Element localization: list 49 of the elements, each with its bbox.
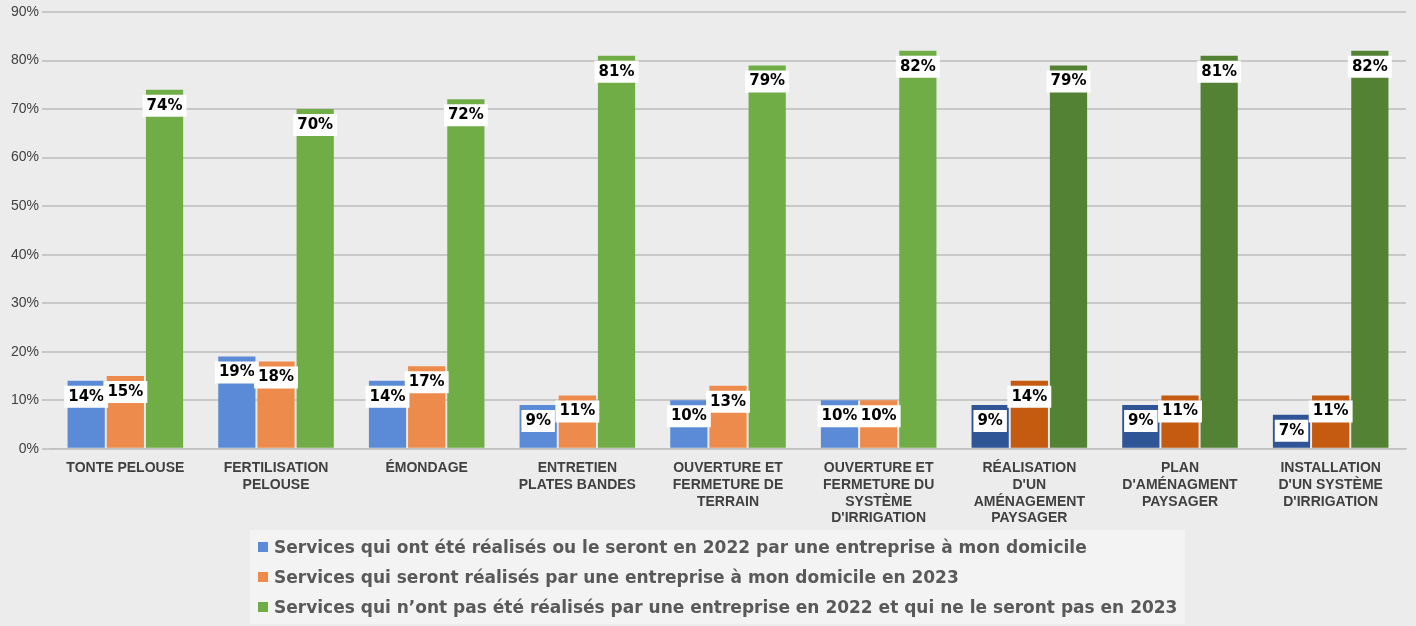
x-tick-label: OUVERTURE ET FERMETURE DE TERRAIN xyxy=(672,459,784,509)
data-label: 10% xyxy=(821,406,858,425)
y-tick-label: 30% xyxy=(10,294,40,311)
y-tick-label: 0% xyxy=(18,439,40,456)
legend-label: Services qui n’ont pas été réalisés par une entreprise en 2022 et qui ne le seront pas en 2023 xyxy=(273,596,1178,619)
data-label: 14% xyxy=(68,386,105,405)
data-label: 14% xyxy=(1011,386,1048,405)
data-label: 11% xyxy=(1312,401,1349,420)
data-label: 7% xyxy=(1278,420,1305,439)
legend-label: Services qui ont été réalisés ou le seront en 2022 par une entreprise à mon domicile xyxy=(273,536,1088,559)
data-label: 70% xyxy=(297,114,334,133)
data-label: 82% xyxy=(1351,56,1388,75)
y-tick-label: 10% xyxy=(10,391,40,408)
data-label: 10% xyxy=(670,406,707,425)
x-tick-label: INSTALLATION D'UN SYSTÈME D'IRRIGATION xyxy=(1278,459,1383,509)
data-label: 11% xyxy=(1162,401,1198,420)
y-tick-label: 90% xyxy=(10,2,40,19)
data-label: 15% xyxy=(107,381,144,400)
y-tick-label: 40% xyxy=(10,245,40,262)
data-label: 74% xyxy=(146,95,183,114)
y-tick-label: 60% xyxy=(10,148,40,165)
data-label: 9% xyxy=(1128,411,1154,430)
data-label: 9% xyxy=(977,411,1003,430)
data-label: 13% xyxy=(710,391,746,410)
x-tick-label: PLAN D'AMÉNAGMENT PAYSAGER xyxy=(1122,459,1239,509)
data-label: 18% xyxy=(258,367,294,386)
y-tick-label: 80% xyxy=(10,51,40,68)
data-label: 81% xyxy=(598,61,635,80)
data-label: 14% xyxy=(369,386,406,405)
data-label: 79% xyxy=(749,71,786,90)
y-tick-label: 50% xyxy=(10,196,40,213)
legend-label: Services qui seront réalisés par une entreprise à mon domicile en 2023 xyxy=(273,566,960,589)
x-tick-label: ÉMONDAGE xyxy=(385,459,468,476)
data-label: 72% xyxy=(447,105,484,124)
y-tick-label: 20% xyxy=(10,342,40,359)
data-label: 79% xyxy=(1050,71,1087,90)
x-tick-label: FERTILISATION PELOUSE xyxy=(223,459,329,492)
y-tick-label: 70% xyxy=(10,99,40,116)
x-tick-label: RÉALISATION D'UN AMÉNAGEMENT PAYSAGER xyxy=(973,459,1086,526)
x-tick-label: ENTRETIEN PLATES BANDES xyxy=(518,459,636,492)
data-label: 9% xyxy=(525,411,551,430)
x-tick-label: TONTE PELOUSE xyxy=(66,459,185,476)
x-tick-label: OUVERTURE ET FERMETURE DU SYSTÈME D'IRRIGATION xyxy=(823,459,935,526)
data-label: 19% xyxy=(218,362,255,381)
data-label: 82% xyxy=(899,56,936,75)
data-label: 11% xyxy=(559,401,596,420)
data-label: 10% xyxy=(860,406,897,425)
data-label: 17% xyxy=(408,372,445,391)
data-label: 81% xyxy=(1201,61,1238,80)
